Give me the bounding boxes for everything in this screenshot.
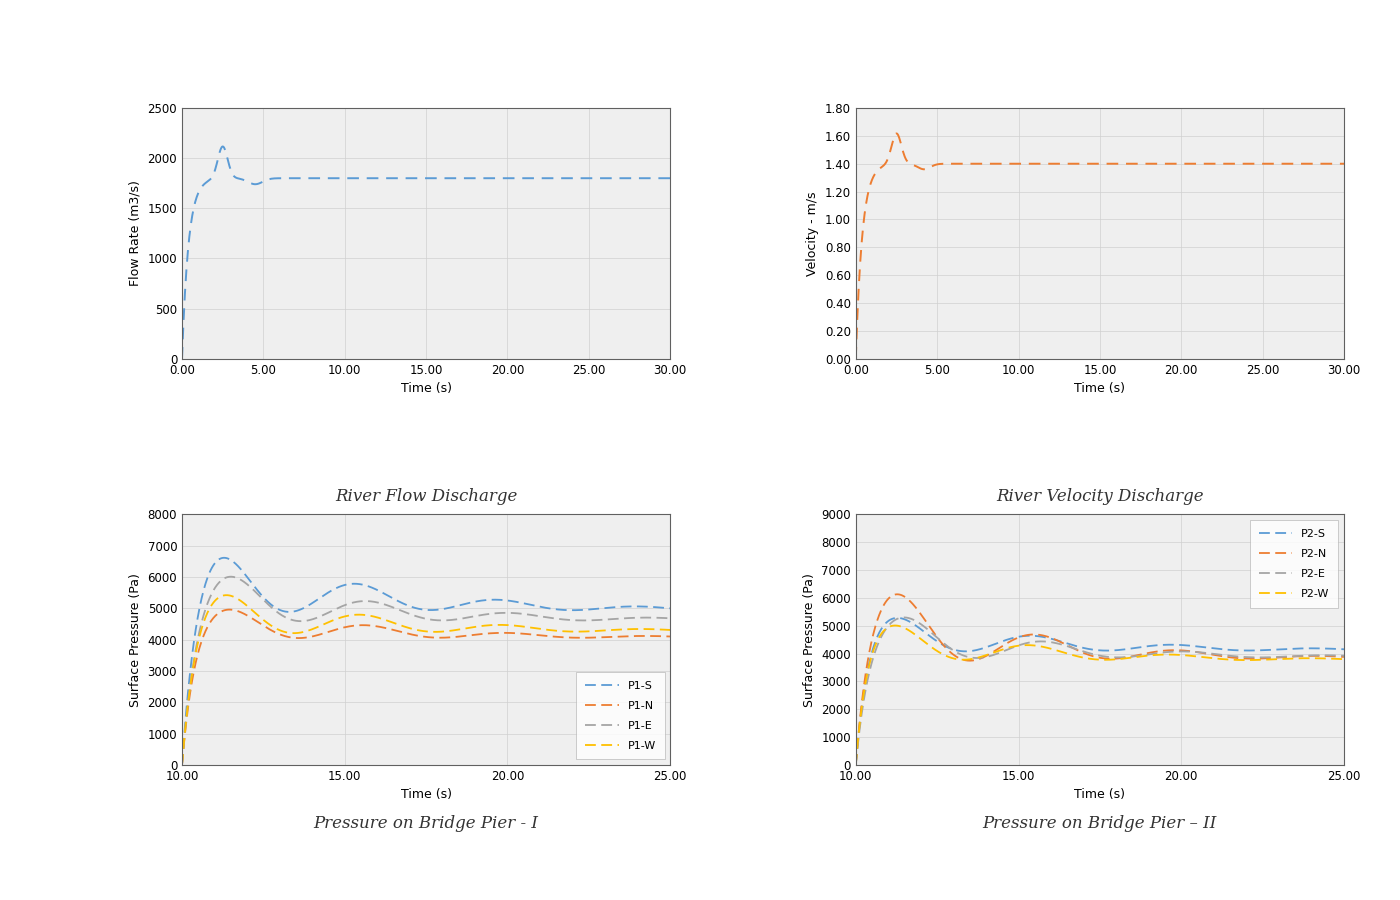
P2-S <box>1046 634 1063 644</box>
Line: P1-E: P1-E <box>182 577 671 765</box>
Line: P1-W: P1-W <box>182 595 671 765</box>
P2-E <box>896 612 913 623</box>
P2-W <box>1183 651 1200 661</box>
P1-N <box>221 604 238 615</box>
P1-N <box>389 626 406 636</box>
P2-E <box>897 612 914 623</box>
P2-W <box>1063 649 1079 660</box>
P2-N <box>1238 653 1254 664</box>
P1-E <box>223 572 239 582</box>
Y-axis label: Surface Pressure (Pa): Surface Pressure (Pa) <box>129 572 141 706</box>
Text: Pressure on Bridge Pier - I: Pressure on Bridge Pier - I <box>314 815 539 832</box>
P1-S <box>564 605 581 616</box>
P2-W <box>888 620 904 631</box>
P2-N <box>1229 652 1246 663</box>
P2-E <box>1229 651 1246 661</box>
X-axis label: Time (s): Time (s) <box>1074 382 1126 395</box>
P1-N <box>224 605 241 616</box>
Y-axis label: Velocity - m/s: Velocity - m/s <box>806 191 819 275</box>
P2-W <box>1336 653 1352 664</box>
Line: P2-N: P2-N <box>855 594 1344 765</box>
Line: P1-S: P1-S <box>182 558 671 765</box>
P2-W <box>847 760 864 770</box>
P1-S <box>510 597 526 608</box>
P1-W <box>662 625 679 635</box>
P2-E <box>1238 652 1254 662</box>
P2-N <box>847 760 864 770</box>
X-axis label: Time (s): Time (s) <box>400 382 452 395</box>
P1-E <box>554 614 571 625</box>
P1-S <box>662 603 679 614</box>
P1-N <box>510 628 526 639</box>
Line: P2-W: P2-W <box>855 626 1344 765</box>
P2-S <box>897 615 914 626</box>
P2-N <box>1183 646 1200 657</box>
P1-E <box>389 604 406 615</box>
P1-W <box>371 613 388 624</box>
P2-E <box>1336 651 1352 661</box>
P2-N <box>1046 634 1063 644</box>
P2-W <box>1229 654 1246 665</box>
P2-S <box>1238 645 1254 656</box>
P2-N <box>897 592 914 603</box>
P1-E <box>224 572 241 582</box>
P1-W <box>554 626 571 636</box>
P2-S <box>1229 645 1246 656</box>
P2-W <box>897 624 914 634</box>
P2-S <box>1183 641 1200 652</box>
P2-W <box>1046 644 1063 655</box>
P2-S <box>1336 644 1352 654</box>
P2-N <box>1063 642 1079 652</box>
P2-S <box>1063 639 1079 650</box>
P1-S <box>174 760 190 770</box>
P2-E <box>1046 637 1063 648</box>
P1-E <box>371 598 388 608</box>
P1-W <box>174 760 190 770</box>
P1-W <box>510 620 526 631</box>
Y-axis label: Surface Pressure (Pa): Surface Pressure (Pa) <box>802 572 816 706</box>
Text: Pressure on Bridge Pier – II: Pressure on Bridge Pier – II <box>983 815 1217 832</box>
P2-S <box>847 760 864 770</box>
Line: P2-E: P2-E <box>855 617 1344 765</box>
P1-E <box>174 760 190 770</box>
P1-N <box>554 632 571 643</box>
P1-S <box>371 586 388 597</box>
Legend: P2-S, P2-N, P2-E, P2-W: P2-S, P2-N, P2-E, P2-W <box>1250 520 1338 608</box>
P2-W <box>1238 654 1254 665</box>
Text: River Flow Discharge: River Flow Discharge <box>335 488 518 505</box>
P1-N <box>564 632 581 643</box>
P1-S <box>389 596 406 607</box>
P2-E <box>847 760 864 770</box>
P2-S <box>889 613 906 624</box>
P1-W <box>224 591 241 602</box>
Line: P1-N: P1-N <box>182 609 671 765</box>
P1-E <box>662 613 679 624</box>
P1-S <box>554 605 571 616</box>
P1-N <box>174 760 190 770</box>
P2-E <box>1063 642 1079 652</box>
Legend: P1-S, P1-N, P1-E, P1-W: P1-S, P1-N, P1-E, P1-W <box>577 671 665 760</box>
Text: River Velocity Discharge: River Velocity Discharge <box>995 488 1204 505</box>
P2-E <box>1183 646 1200 657</box>
P1-E <box>510 608 526 618</box>
P2-N <box>889 589 906 599</box>
P1-N <box>662 631 679 642</box>
X-axis label: Time (s): Time (s) <box>400 788 452 801</box>
P2-N <box>1336 652 1352 662</box>
P1-E <box>564 615 581 626</box>
P1-N <box>371 622 388 633</box>
Line: P2-S: P2-S <box>855 618 1344 765</box>
P1-W <box>564 626 581 637</box>
P1-S <box>224 555 241 566</box>
P1-W <box>389 619 406 630</box>
X-axis label: Time (s): Time (s) <box>1074 788 1126 801</box>
P1-W <box>218 590 235 600</box>
Y-axis label: Flow Rate (m3/s): Flow Rate (m3/s) <box>129 180 141 286</box>
P1-S <box>216 553 232 563</box>
